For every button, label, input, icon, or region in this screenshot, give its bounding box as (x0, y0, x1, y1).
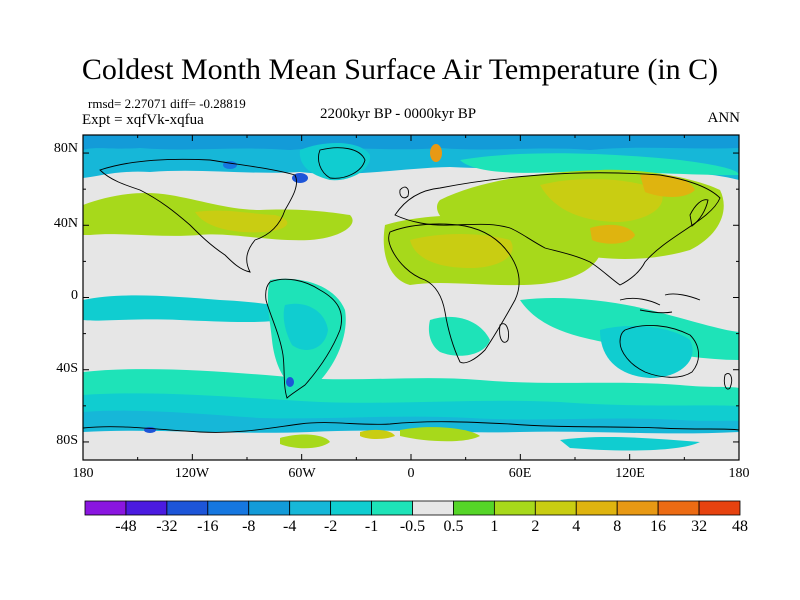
colorbar-label: 0.5 (443, 518, 464, 535)
anomaly-region-sahara-core (410, 234, 513, 268)
lon-label-0: 0 (407, 466, 415, 481)
lon-label-180w: 180 (72, 466, 94, 481)
colorbar-label: -48 (115, 518, 137, 535)
coastline-indonesia (619, 293, 701, 314)
colorbar-swatch (453, 500, 495, 516)
colorbar-label: -0.5 (399, 518, 426, 535)
lat-label-40s: 40S (56, 361, 78, 376)
anomaly-region-tibet (590, 224, 635, 244)
lon-label-120e: 120E (615, 466, 645, 481)
colorbar-swatch (248, 500, 291, 516)
lat-label-80s: 80S (56, 433, 78, 448)
plot-title: Coldest Month Mean Surface Air Temperatu… (81, 53, 719, 86)
colorbar-swatch (207, 500, 250, 516)
lon-label-180e: 180 (728, 466, 750, 481)
colorbar-swatch (166, 500, 209, 516)
colorbar-swatch (616, 500, 659, 516)
colorbar-swatch (575, 500, 618, 516)
colorbar-swatch (125, 500, 168, 516)
colorbar-swatch (534, 500, 577, 516)
lon-label-120w: 120W (174, 466, 210, 481)
anomaly-region-central-asia (540, 178, 663, 222)
colorbar-swatch (289, 500, 332, 516)
colorbar-label: -16 (197, 518, 219, 535)
anomaly-region-south-america-core (283, 303, 328, 350)
coastline-madagascar (499, 323, 509, 343)
colorbar-label: 32 (691, 518, 708, 535)
colorbar-label: -2 (323, 518, 338, 535)
coastline-uk (399, 186, 409, 199)
anomaly-region-south-africa (428, 316, 490, 356)
colorbar-swatch (84, 500, 127, 516)
colorbar-label: 8 (613, 518, 622, 535)
coastline-north-america (99, 158, 297, 273)
colorbar-label: -32 (156, 518, 178, 535)
anomaly-region-antarctica-warm-1 (280, 434, 330, 449)
colorbar-label: 2 (531, 518, 540, 535)
anomaly-region-arctic-dark (83, 135, 739, 150)
anomaly-spot-north-atlantic-cold (292, 173, 308, 183)
coastline-new-zealand (723, 373, 733, 390)
season-label: ANN (707, 110, 741, 126)
lat-label-0: 0 (71, 288, 78, 303)
anomaly-region-antarctica-warm-2 (400, 427, 480, 442)
anomaly-spot-greenland-warm (430, 144, 442, 162)
colorbar-swatch (698, 500, 741, 516)
coastline-africa (388, 223, 520, 364)
anomaly-region-antarctica (83, 430, 739, 460)
anomaly-spot-amazon-cold (286, 377, 294, 387)
anomaly-region-antarctica-warm-3 (360, 429, 395, 439)
rmsd-diff-stats: rmsd= 2.27071 diff= -0.28819 (88, 96, 246, 111)
colorbar-swatch (330, 500, 372, 516)
anomaly-region-antarctica-cool (560, 436, 700, 451)
colorbar-label: -4 (283, 518, 297, 535)
lon-label-60e: 60E (508, 466, 532, 481)
colorbar-label: -1 (364, 518, 379, 535)
experiment-label: Expt = xqfVk-xqfua (82, 112, 204, 128)
colorbar-label: 4 (572, 518, 581, 535)
anomaly-region-siberia-warm (640, 174, 695, 197)
colorbar-swatch (371, 500, 413, 516)
colorbar-label: 48 (732, 518, 748, 535)
colorbar-swatch (412, 500, 454, 516)
anomaly-region-north-america-yellow (195, 210, 288, 233)
colorbar-swatch (657, 500, 700, 516)
anomaly-region-russia-cool (460, 153, 739, 176)
coastline-japan (689, 199, 709, 227)
coastline-greenland (318, 147, 366, 179)
coastline-south-america (265, 278, 342, 399)
lat-label-40n: 40N (53, 216, 78, 231)
coastline-australia (619, 325, 699, 378)
colorbar (84, 500, 741, 516)
lat-label-80n: 80N (53, 141, 78, 156)
colorbar-label: -8 (242, 518, 256, 535)
coastline-antarctica (83, 421, 739, 433)
lon-label-60w: 60W (288, 466, 316, 481)
colorbar-swatch (493, 500, 536, 516)
anomaly-region-australia (600, 325, 693, 378)
anomaly-region-east-pacific-tropics (83, 295, 300, 323)
colorbar-label: 16 (650, 518, 667, 535)
anomaly-region-greenland (299, 143, 371, 181)
coastlines (83, 147, 739, 433)
coastline-eurasia (394, 172, 721, 286)
colorbar-label: 1 (490, 518, 499, 535)
period-label: 2200kyr BP - 0000kyr BP (320, 106, 477, 122)
temperature-anomaly-field (83, 135, 739, 460)
map-ticks (82, 135, 740, 460)
